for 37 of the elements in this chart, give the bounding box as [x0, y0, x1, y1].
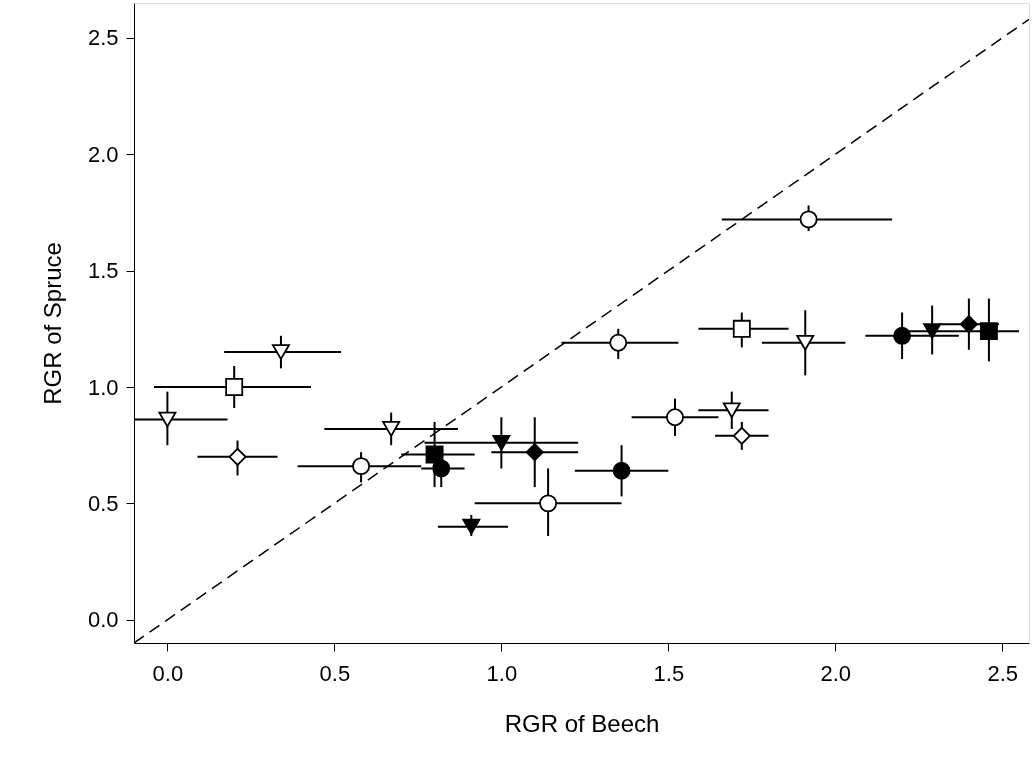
point	[228, 447, 247, 466]
y-tick-label: 0.0	[87, 607, 119, 633]
point	[923, 323, 942, 340]
y-tick-label: 1.5	[87, 258, 119, 284]
point	[959, 315, 978, 334]
point	[525, 443, 544, 462]
x-tick-label: 0.0	[152, 660, 184, 686]
y-tick-label: 0.5	[87, 490, 119, 516]
x-tick-label: 1.0	[486, 660, 518, 686]
point	[732, 319, 751, 338]
point	[539, 494, 558, 513]
x-tick-label: 2.5	[987, 660, 1019, 686]
point	[225, 378, 244, 396]
point	[609, 333, 628, 352]
y-tick-label: 2.0	[87, 141, 119, 167]
y-tick-label: 2.5	[87, 25, 119, 51]
point	[732, 426, 751, 445]
point	[799, 210, 818, 229]
point	[158, 411, 177, 428]
point	[893, 326, 912, 345]
point	[612, 461, 631, 480]
y-tick-label: 1.0	[87, 374, 119, 400]
point	[462, 518, 481, 535]
point	[492, 434, 511, 451]
point	[796, 334, 815, 351]
point	[382, 421, 401, 437]
y-axis-title: RGR of Spruce	[38, 242, 66, 405]
point	[666, 408, 684, 427]
point	[425, 445, 444, 464]
x-tick-label: 2.0	[820, 660, 852, 686]
point	[979, 322, 998, 341]
x-axis-title: RGR of Beech	[504, 709, 660, 737]
point	[352, 457, 371, 476]
x-tick-label: 1.5	[653, 660, 685, 686]
point	[271, 344, 290, 360]
x-tick-label: 0.5	[319, 660, 351, 686]
point	[722, 402, 741, 419]
